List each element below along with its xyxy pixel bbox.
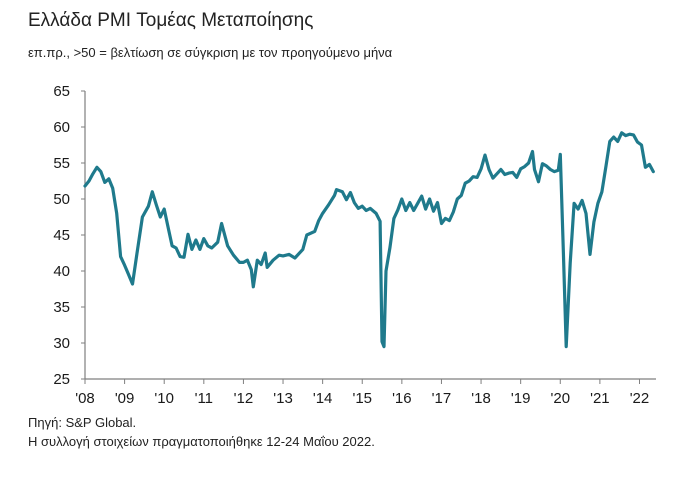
y-tick-label: 65 xyxy=(53,83,70,100)
x-tick-label: '16 xyxy=(392,390,412,407)
pmi-series-line xyxy=(83,131,655,349)
y-tick-label: 60 xyxy=(53,119,70,136)
y-tick-label: 25 xyxy=(53,371,70,388)
x-tick-label: '12 xyxy=(234,390,254,407)
x-tick-label: '20 xyxy=(550,390,570,407)
x-tick-label: '13 xyxy=(273,390,293,407)
x-tick-label: '09 xyxy=(115,390,135,407)
y-tick-label: 45 xyxy=(53,227,70,244)
y-tick-label: 30 xyxy=(53,335,70,352)
source-note: Πηγή: S&P Global. xyxy=(28,415,137,430)
x-tick-label: '11 xyxy=(195,390,213,407)
y-tick-label: 55 xyxy=(53,155,70,172)
x-tick-label: '17 xyxy=(432,390,452,407)
chart-title: Ελλάδα PMI Τομέας Μεταποίησης xyxy=(28,10,314,31)
x-tick-label: '08 xyxy=(75,390,95,407)
x-tick-label: '10 xyxy=(154,390,174,407)
y-tick-label: 50 xyxy=(53,191,70,208)
collection-note: Η συλλογή στοιχείων πραγματοποιήθηκε 12-… xyxy=(28,434,375,449)
y-tick-label: 35 xyxy=(53,299,70,316)
x-tick-label: '18 xyxy=(471,390,491,407)
chart-subtitle: επ.πρ., >50 = βελτίωση σε σύγκριση με το… xyxy=(28,45,393,60)
x-tick-label: '21 xyxy=(590,390,610,407)
x-tick-label: '15 xyxy=(352,390,372,407)
x-tick-label: '14 xyxy=(313,390,333,407)
y-tick-label: 40 xyxy=(53,263,70,280)
x-tick-label: '19 xyxy=(511,390,531,407)
x-tick-label: '22 xyxy=(630,390,650,407)
